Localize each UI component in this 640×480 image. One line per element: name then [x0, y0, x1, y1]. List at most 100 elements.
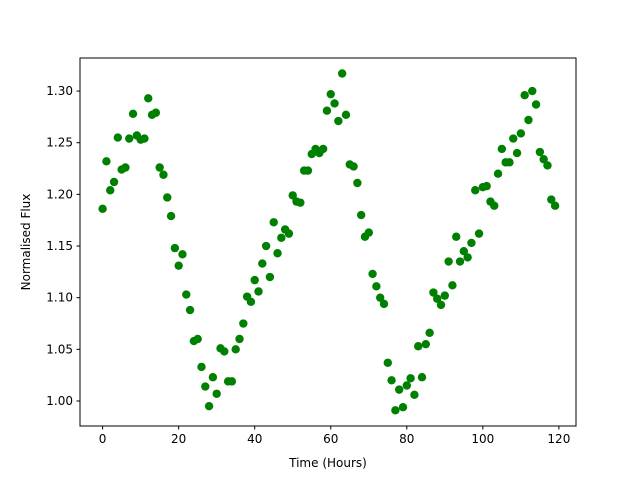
data-point — [452, 232, 461, 241]
data-point — [166, 211, 176, 221]
data-point — [322, 106, 332, 115]
data-point — [364, 228, 373, 237]
data-point — [368, 269, 377, 279]
data-point — [212, 389, 221, 398]
y-tick-label: 1.05 — [46, 342, 73, 356]
data-point — [193, 334, 202, 344]
data-point — [201, 382, 210, 391]
data-point — [528, 86, 537, 96]
data-point — [375, 293, 385, 302]
data-point — [140, 134, 149, 143]
data-point — [273, 249, 282, 258]
data-point — [231, 345, 240, 354]
x-tick-label: 60 — [323, 432, 338, 446]
data-point — [98, 204, 107, 214]
data-point — [163, 193, 172, 202]
y-tick-label: 1.15 — [46, 239, 73, 253]
data-point — [337, 69, 347, 78]
data-point — [505, 158, 514, 167]
data-point — [227, 377, 237, 386]
data-point — [482, 181, 491, 191]
data-point — [182, 290, 191, 299]
data-point — [455, 257, 465, 266]
data-point — [547, 195, 556, 204]
x-tick-label: 40 — [247, 432, 262, 446]
data-point — [394, 385, 404, 394]
data-point — [151, 108, 161, 117]
data-point — [296, 198, 305, 207]
data-point — [235, 334, 244, 344]
data-point — [436, 300, 446, 310]
data-point — [265, 272, 275, 282]
data-point — [417, 373, 427, 382]
data-point — [330, 99, 339, 108]
data-point — [410, 390, 419, 399]
data-point — [421, 339, 431, 349]
data-point — [463, 253, 472, 262]
x-axis-label: Time (Hours) — [288, 456, 367, 470]
data-point — [277, 233, 286, 242]
data-point — [543, 161, 552, 170]
data-point — [406, 374, 415, 383]
data-point — [539, 155, 548, 164]
y-tick-label: 1.10 — [46, 291, 73, 305]
data-point — [204, 401, 214, 411]
y-tick-label: 1.20 — [46, 187, 73, 201]
data-point — [414, 342, 423, 351]
data-point — [467, 238, 476, 248]
data-point — [516, 129, 526, 138]
y-tick-label: 1.25 — [46, 136, 73, 150]
x-tick-label: 0 — [99, 432, 107, 446]
plot-frame — [79, 57, 577, 427]
data-point — [341, 110, 351, 120]
data-point — [125, 134, 134, 143]
data-point — [155, 163, 164, 172]
data-point — [356, 210, 366, 220]
data-point — [326, 89, 335, 99]
data-point — [512, 148, 522, 158]
data-point — [220, 347, 229, 356]
data-point — [448, 281, 457, 290]
x-tick-label: 100 — [471, 432, 494, 446]
data-point — [520, 90, 529, 100]
data-point — [159, 170, 168, 179]
data-point — [174, 261, 183, 270]
data-point — [121, 163, 130, 172]
data-point — [334, 116, 343, 126]
data-point — [509, 134, 518, 143]
data-point — [170, 243, 180, 253]
data-point — [258, 259, 267, 268]
x-tick-label: 80 — [399, 432, 414, 446]
data-point — [303, 166, 313, 175]
data-point — [474, 229, 484, 238]
data-point — [261, 241, 271, 251]
data-point — [497, 144, 507, 154]
data-point — [246, 297, 256, 307]
data-point — [383, 358, 392, 367]
data-point — [387, 376, 396, 385]
data-point — [425, 328, 434, 338]
data-point — [379, 299, 389, 309]
data-point — [284, 229, 294, 238]
data-point — [429, 288, 438, 297]
x-tick-label: 120 — [547, 432, 570, 446]
y-tick-label: 1.00 — [46, 394, 73, 408]
data-point — [398, 402, 408, 412]
data-point — [254, 287, 263, 296]
data-point — [524, 115, 533, 125]
data-point — [471, 186, 480, 195]
data-point — [144, 94, 153, 103]
data-point — [239, 319, 248, 328]
data-point — [531, 100, 541, 109]
data-point — [197, 362, 206, 372]
data-point — [318, 144, 328, 154]
data-point — [444, 257, 453, 266]
data-point — [459, 246, 469, 256]
data-point — [185, 305, 195, 315]
data-point — [178, 250, 187, 259]
data-point — [250, 275, 259, 285]
data-point — [402, 381, 412, 390]
data-point — [550, 201, 560, 210]
y-axis-label: Normalised Flux — [19, 194, 33, 291]
